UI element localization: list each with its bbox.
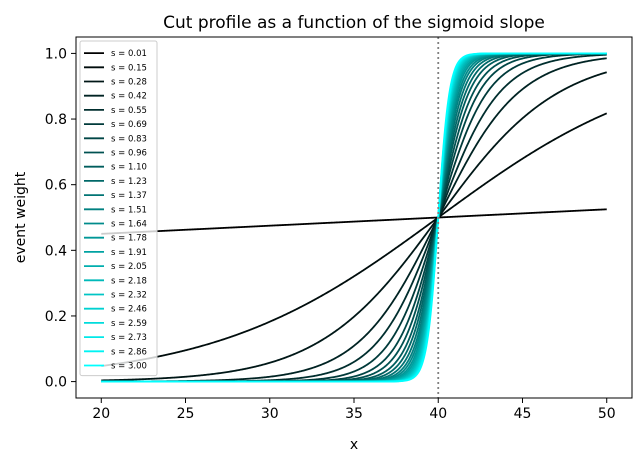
legend-entry: s = 0.15: [111, 63, 147, 73]
y-tick-label: 0.4: [45, 243, 67, 259]
x-tick-label: 50: [598, 406, 616, 422]
y-tick-label: 1.0: [45, 46, 67, 62]
legend-entry: s = 0.83: [111, 134, 147, 144]
legend-entry: s = 3.00: [111, 362, 147, 372]
legend-entry: s = 0.55: [111, 106, 147, 116]
x-tick-label: 20: [92, 406, 110, 422]
y-tick-label: 0.2: [45, 309, 67, 325]
x-axis-label: x: [350, 437, 358, 453]
legend-entry: s = 1.51: [111, 205, 147, 215]
legend-entry: s = 1.37: [111, 191, 147, 201]
legend: s = 0.01 s = 0.15 s = 0.28 s = 0.42 s = 0.55…: [79, 40, 158, 377]
x-tick-label: 40: [429, 406, 447, 422]
chart-title: Cut profile as a function of the sigmoid…: [163, 13, 545, 33]
legend-entry: s = 2.32: [111, 291, 147, 301]
legend-entry: s = 1.78: [111, 234, 147, 244]
x-tick-label: 45: [514, 406, 532, 422]
legend-entry: s = 2.18: [111, 276, 147, 286]
legend-entry: s = 2.05: [111, 262, 147, 272]
x-tick-label: 25: [177, 406, 195, 422]
series-line: [101, 112, 608, 367]
x-axis: 20 25 30 35 40 45 50: [92, 398, 616, 422]
series-lines: [101, 52, 608, 383]
legend-entry: s = 0.96: [111, 149, 147, 159]
legend-entry: s = 2.73: [111, 333, 147, 343]
legend-entry: s = 0.28: [111, 78, 147, 88]
series-line: [101, 71, 607, 382]
legend-entry: s = 1.10: [111, 163, 147, 173]
y-tick-label: 0.0: [45, 375, 67, 391]
legend-entry: s = 0.01: [111, 49, 147, 59]
y-axis: 0.0 0.2 0.4 0.6 0.8 1.0: [45, 46, 76, 391]
plot-background: [76, 37, 632, 398]
legend-entry: s = 2.59: [111, 319, 147, 329]
legend-entry: s = 1.23: [111, 177, 147, 187]
legend-entry: s = 2.46: [111, 305, 147, 315]
plot-area: [75, 36, 633, 399]
x-tick-label: 35: [345, 406, 363, 422]
legend-entry: s = 0.42: [111, 92, 147, 102]
legend-entry: s = 1.91: [111, 248, 147, 258]
legend-entry: s = 1.64: [111, 220, 147, 230]
series-line: [101, 208, 607, 235]
series-line: [101, 52, 607, 383]
y-axis-label: event weight: [13, 171, 29, 263]
legend-entry: s = 0.69: [111, 120, 147, 130]
y-tick-label: 0.8: [45, 112, 67, 128]
y-tick-label: 0.6: [45, 178, 67, 194]
x-tick-label: 30: [261, 406, 279, 422]
legend-entry: s = 2.86: [111, 347, 147, 357]
